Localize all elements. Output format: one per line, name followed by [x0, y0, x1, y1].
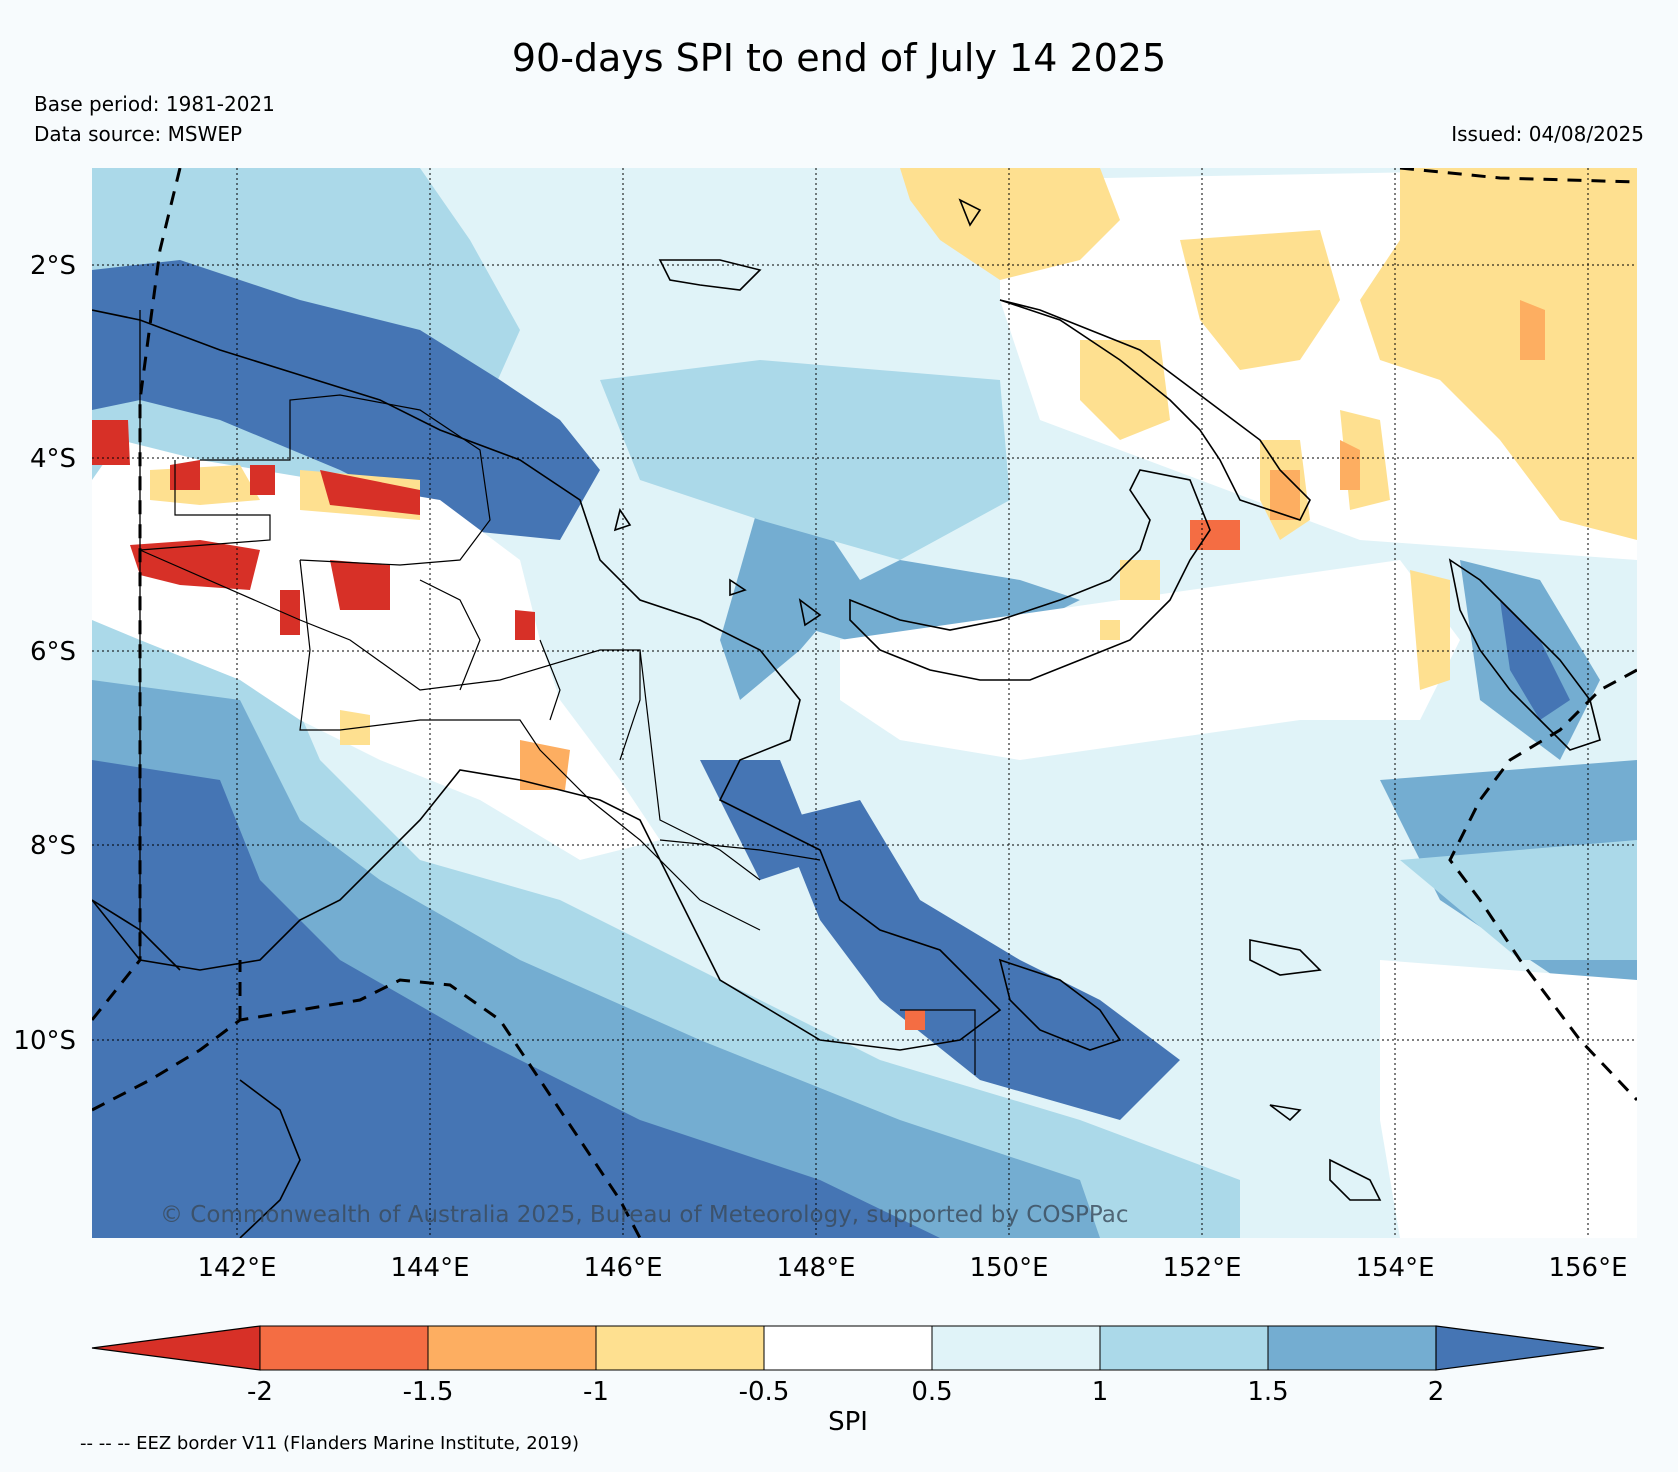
eez-borders	[92, 168, 1637, 1238]
lat-label-8s: 8°S	[30, 831, 76, 861]
coastlines	[92, 198, 1601, 1238]
lat-label-6s: 6°S	[30, 637, 76, 667]
colorbar-tick: -0.5	[739, 1377, 790, 1407]
lat-label-2s: 2°S	[30, 251, 76, 281]
colorbar-tick: 1	[1092, 1377, 1109, 1407]
data-source-text: Data source: MSWEP	[34, 122, 243, 146]
lon-label-156e: 156°E	[1548, 1253, 1627, 1283]
colorbar-extend-low	[91, 1325, 261, 1371]
colorbar-tick: 2	[1428, 1377, 1445, 1407]
colorbar-tick: -1	[583, 1377, 609, 1407]
colorbar-title: SPI	[828, 1407, 868, 1437]
base-period-text: Base period: 1981-2021	[34, 92, 275, 116]
lon-label-148e: 148°E	[776, 1253, 855, 1283]
colorbar-tick: 0.5	[911, 1377, 952, 1407]
map-gridlines	[92, 168, 1637, 1238]
colorbar-bin-4	[763, 1325, 933, 1371]
colorbar: -2 -1.5 -1 -0.5 0.5 1 1.5 2 SPI	[91, 1325, 1605, 1437]
colorbar-bin-6	[1099, 1325, 1269, 1371]
lon-label-146e: 146°E	[583, 1253, 662, 1283]
longitude-labels: 142°E 144°E 146°E 148°E 150°E 152°E 154°…	[197, 1253, 1627, 1283]
spi-map: © Commonwealth of Australia 2025, Bureau…	[92, 168, 1637, 1238]
issued-date-text: Issued: 04/08/2025	[1451, 122, 1644, 146]
colorbar-tick: 1.5	[1247, 1377, 1288, 1407]
lon-label-144e: 144°E	[390, 1253, 469, 1283]
lat-label-10s: 10°S	[13, 1026, 76, 1056]
lat-label-4s: 4°S	[30, 444, 76, 474]
colorbar-bin-2	[427, 1325, 597, 1371]
colorbar-bin-5	[931, 1325, 1101, 1371]
lon-label-152e: 152°E	[1162, 1253, 1241, 1283]
colorbar-bin-7	[1267, 1325, 1437, 1371]
lon-label-142e: 142°E	[197, 1253, 276, 1283]
latitude-labels: 2°S 4°S 6°S 8°S 10°S	[13, 251, 76, 1056]
colorbar-tick: -1.5	[403, 1377, 454, 1407]
lon-label-150e: 150°E	[969, 1253, 1048, 1283]
colorbar-tick: -2	[247, 1377, 273, 1407]
colorbar-bin-3	[595, 1325, 765, 1371]
colorbar-bin-1	[259, 1325, 429, 1371]
lon-label-154e: 154°E	[1355, 1253, 1434, 1283]
colorbar-extend-high	[1435, 1325, 1605, 1371]
eez-legend-note: -- -- -- EEZ border V11 (Flanders Marine…	[80, 1433, 580, 1454]
copyright-text: © Commonwealth of Australia 2025, Bureau…	[160, 1202, 1129, 1228]
page-title: 90-days SPI to end of July 14 2025	[511, 36, 1167, 80]
